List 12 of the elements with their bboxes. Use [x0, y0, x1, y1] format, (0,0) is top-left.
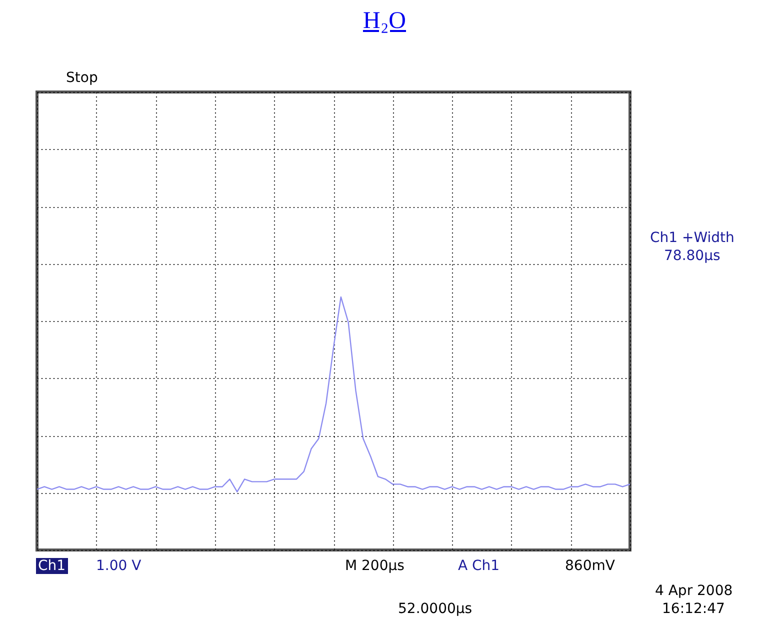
text: Ch1 [36, 558, 68, 574]
text: 16:12:47 [662, 601, 725, 617]
text: A Ch1 [458, 558, 500, 574]
text: Stop [66, 70, 98, 86]
text: 1.00 V [96, 558, 142, 574]
text: 4 Apr 2008 [655, 583, 733, 599]
text: M 200µs [345, 558, 404, 574]
text: Ch1 +Width [650, 230, 734, 246]
chart-title: H₂O [362, 8, 408, 35]
text: 860mV [565, 558, 615, 574]
text: 52.0000µs [398, 601, 472, 617]
text: 78.80µs [664, 248, 720, 264]
